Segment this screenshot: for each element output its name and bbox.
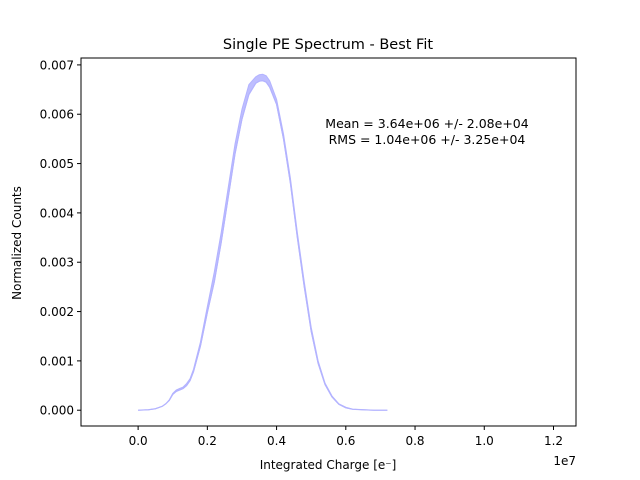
y-tick-label: 0.007: [40, 58, 74, 72]
y-tick-label: 0.005: [40, 157, 74, 171]
x-tick-label: 0.6: [336, 434, 355, 448]
x-tick-label: 0.4: [267, 434, 286, 448]
fit-band-lower-line: [138, 80, 388, 411]
x-axis-offset-label: 1e7: [553, 454, 576, 468]
x-tick-label: 0.0: [129, 434, 148, 448]
y-tick-label: 0.004: [40, 206, 74, 220]
y-tick-label: 0.002: [40, 305, 74, 319]
plot-frame: [80, 57, 577, 427]
x-axis: 0.0 0.2 0.4 0.6 0.8 1.0 1.2: [129, 426, 563, 448]
y-axis-label: Normalized Counts: [10, 186, 24, 300]
x-tick-label: 0.2: [198, 434, 217, 448]
y-axis: 0.000 0.001 0.002 0.003 0.004 0.005 0.006 0.007: [40, 58, 81, 418]
y-tick-label: 0.003: [40, 256, 74, 270]
data-band-group: [138, 73, 388, 411]
annotation-rms: RMS = 1.04e+06 +/- 3.25e+04: [329, 132, 526, 147]
chart-title: Single PE Spectrum - Best Fit: [223, 37, 433, 53]
x-tick-label: 1.2: [544, 434, 563, 448]
y-tick-label: 0.001: [40, 354, 74, 368]
y-tick-label: 0.006: [40, 108, 74, 122]
x-tick-label: 1.0: [475, 434, 494, 448]
y-tick-label: 0.000: [40, 404, 74, 418]
annotation-mean: Mean = 3.64e+06 +/- 2.08e+04: [325, 116, 528, 131]
x-axis-label: Integrated Charge [e⁻]: [260, 458, 397, 472]
x-tick-label: 0.8: [405, 434, 424, 448]
